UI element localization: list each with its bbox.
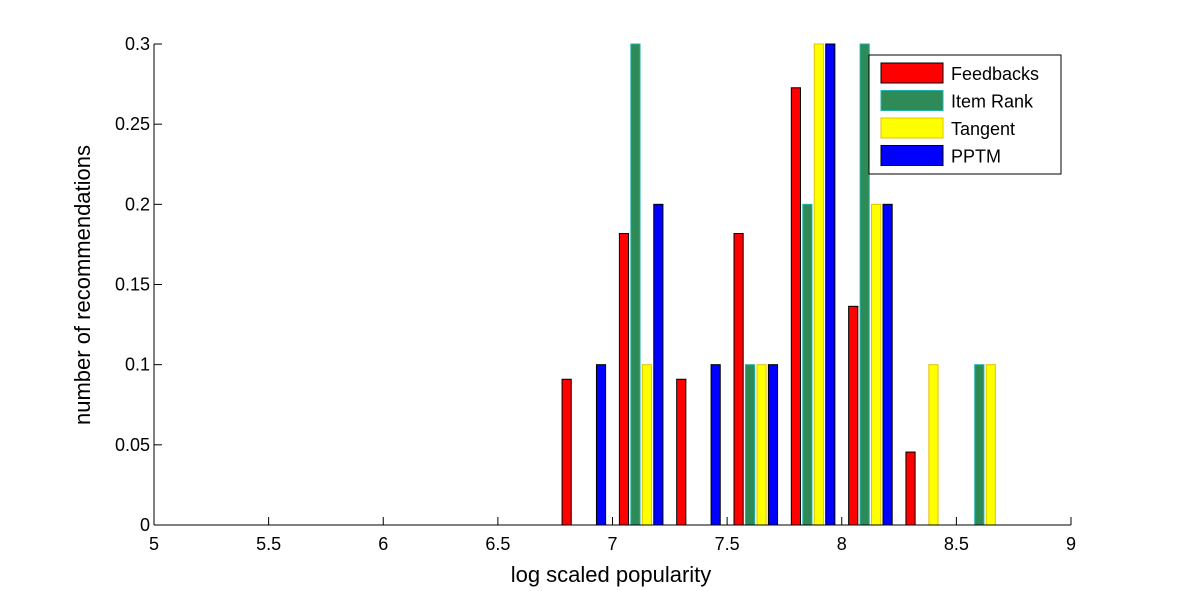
legend-swatch [880, 62, 944, 84]
bar [882, 203, 893, 526]
bar [848, 305, 859, 526]
bar [756, 364, 767, 526]
x-ticks: 5 5.5 6 6.5 7 7.5 8 8.5 9 [149, 517, 1076, 554]
x-axis-label: log scaled popularity [511, 562, 712, 587]
bar [790, 87, 801, 526]
y-tick-label: 0.25 [115, 114, 150, 134]
y-tick-label: 0.3 [125, 34, 150, 54]
bar [630, 43, 641, 526]
y-tick-label: 0.2 [125, 194, 150, 214]
y-axis-label: number of recommendations [70, 145, 95, 425]
bar [561, 378, 572, 526]
bar [985, 364, 996, 526]
legend-label: Feedbacks [951, 64, 1039, 84]
bar [653, 203, 664, 526]
x-tick-label: 5 [149, 534, 159, 554]
x-tick-label: 6 [378, 534, 388, 554]
legend: Feedbacks Item Rank Tangent PPTM [868, 54, 1062, 175]
y-tick-label: 0.1 [125, 355, 150, 375]
bar [676, 378, 687, 526]
legend-swatch [880, 117, 944, 139]
x-tick-label: 7 [607, 534, 617, 554]
bar [905, 451, 916, 526]
x-tick-label: 8 [837, 534, 847, 554]
bar [595, 364, 607, 526]
legend-label: Tangent [951, 119, 1015, 139]
x-tick-label: 7.5 [715, 534, 740, 554]
bar [733, 233, 744, 526]
y-tick-label: 0.15 [115, 275, 150, 295]
x-tick-label: 5.5 [256, 534, 281, 554]
bar [813, 43, 824, 526]
bar [974, 364, 985, 526]
legend-label: Item Rank [951, 92, 1034, 112]
bar [767, 364, 779, 526]
legend-swatch [880, 90, 944, 111]
legend-swatch [880, 145, 944, 166]
y-tick-label: 0 [140, 515, 150, 535]
x-tick-label: 9 [1066, 534, 1076, 554]
bar [859, 43, 870, 526]
y-tick-label: 0.05 [115, 435, 150, 455]
bar [710, 364, 721, 526]
y-ticks: 0 0.05 0.1 0.15 0.2 0.25 0.3 [115, 34, 162, 535]
bar [618, 233, 630, 526]
x-tick-label: 8.5 [944, 534, 969, 554]
bar [802, 203, 813, 526]
bar [641, 364, 652, 526]
bar [928, 364, 939, 526]
legend-label: PPTM [951, 147, 1001, 167]
x-tick-label: 6.5 [485, 534, 510, 554]
bar [744, 364, 756, 526]
bar [871, 203, 882, 526]
bar [825, 43, 836, 526]
